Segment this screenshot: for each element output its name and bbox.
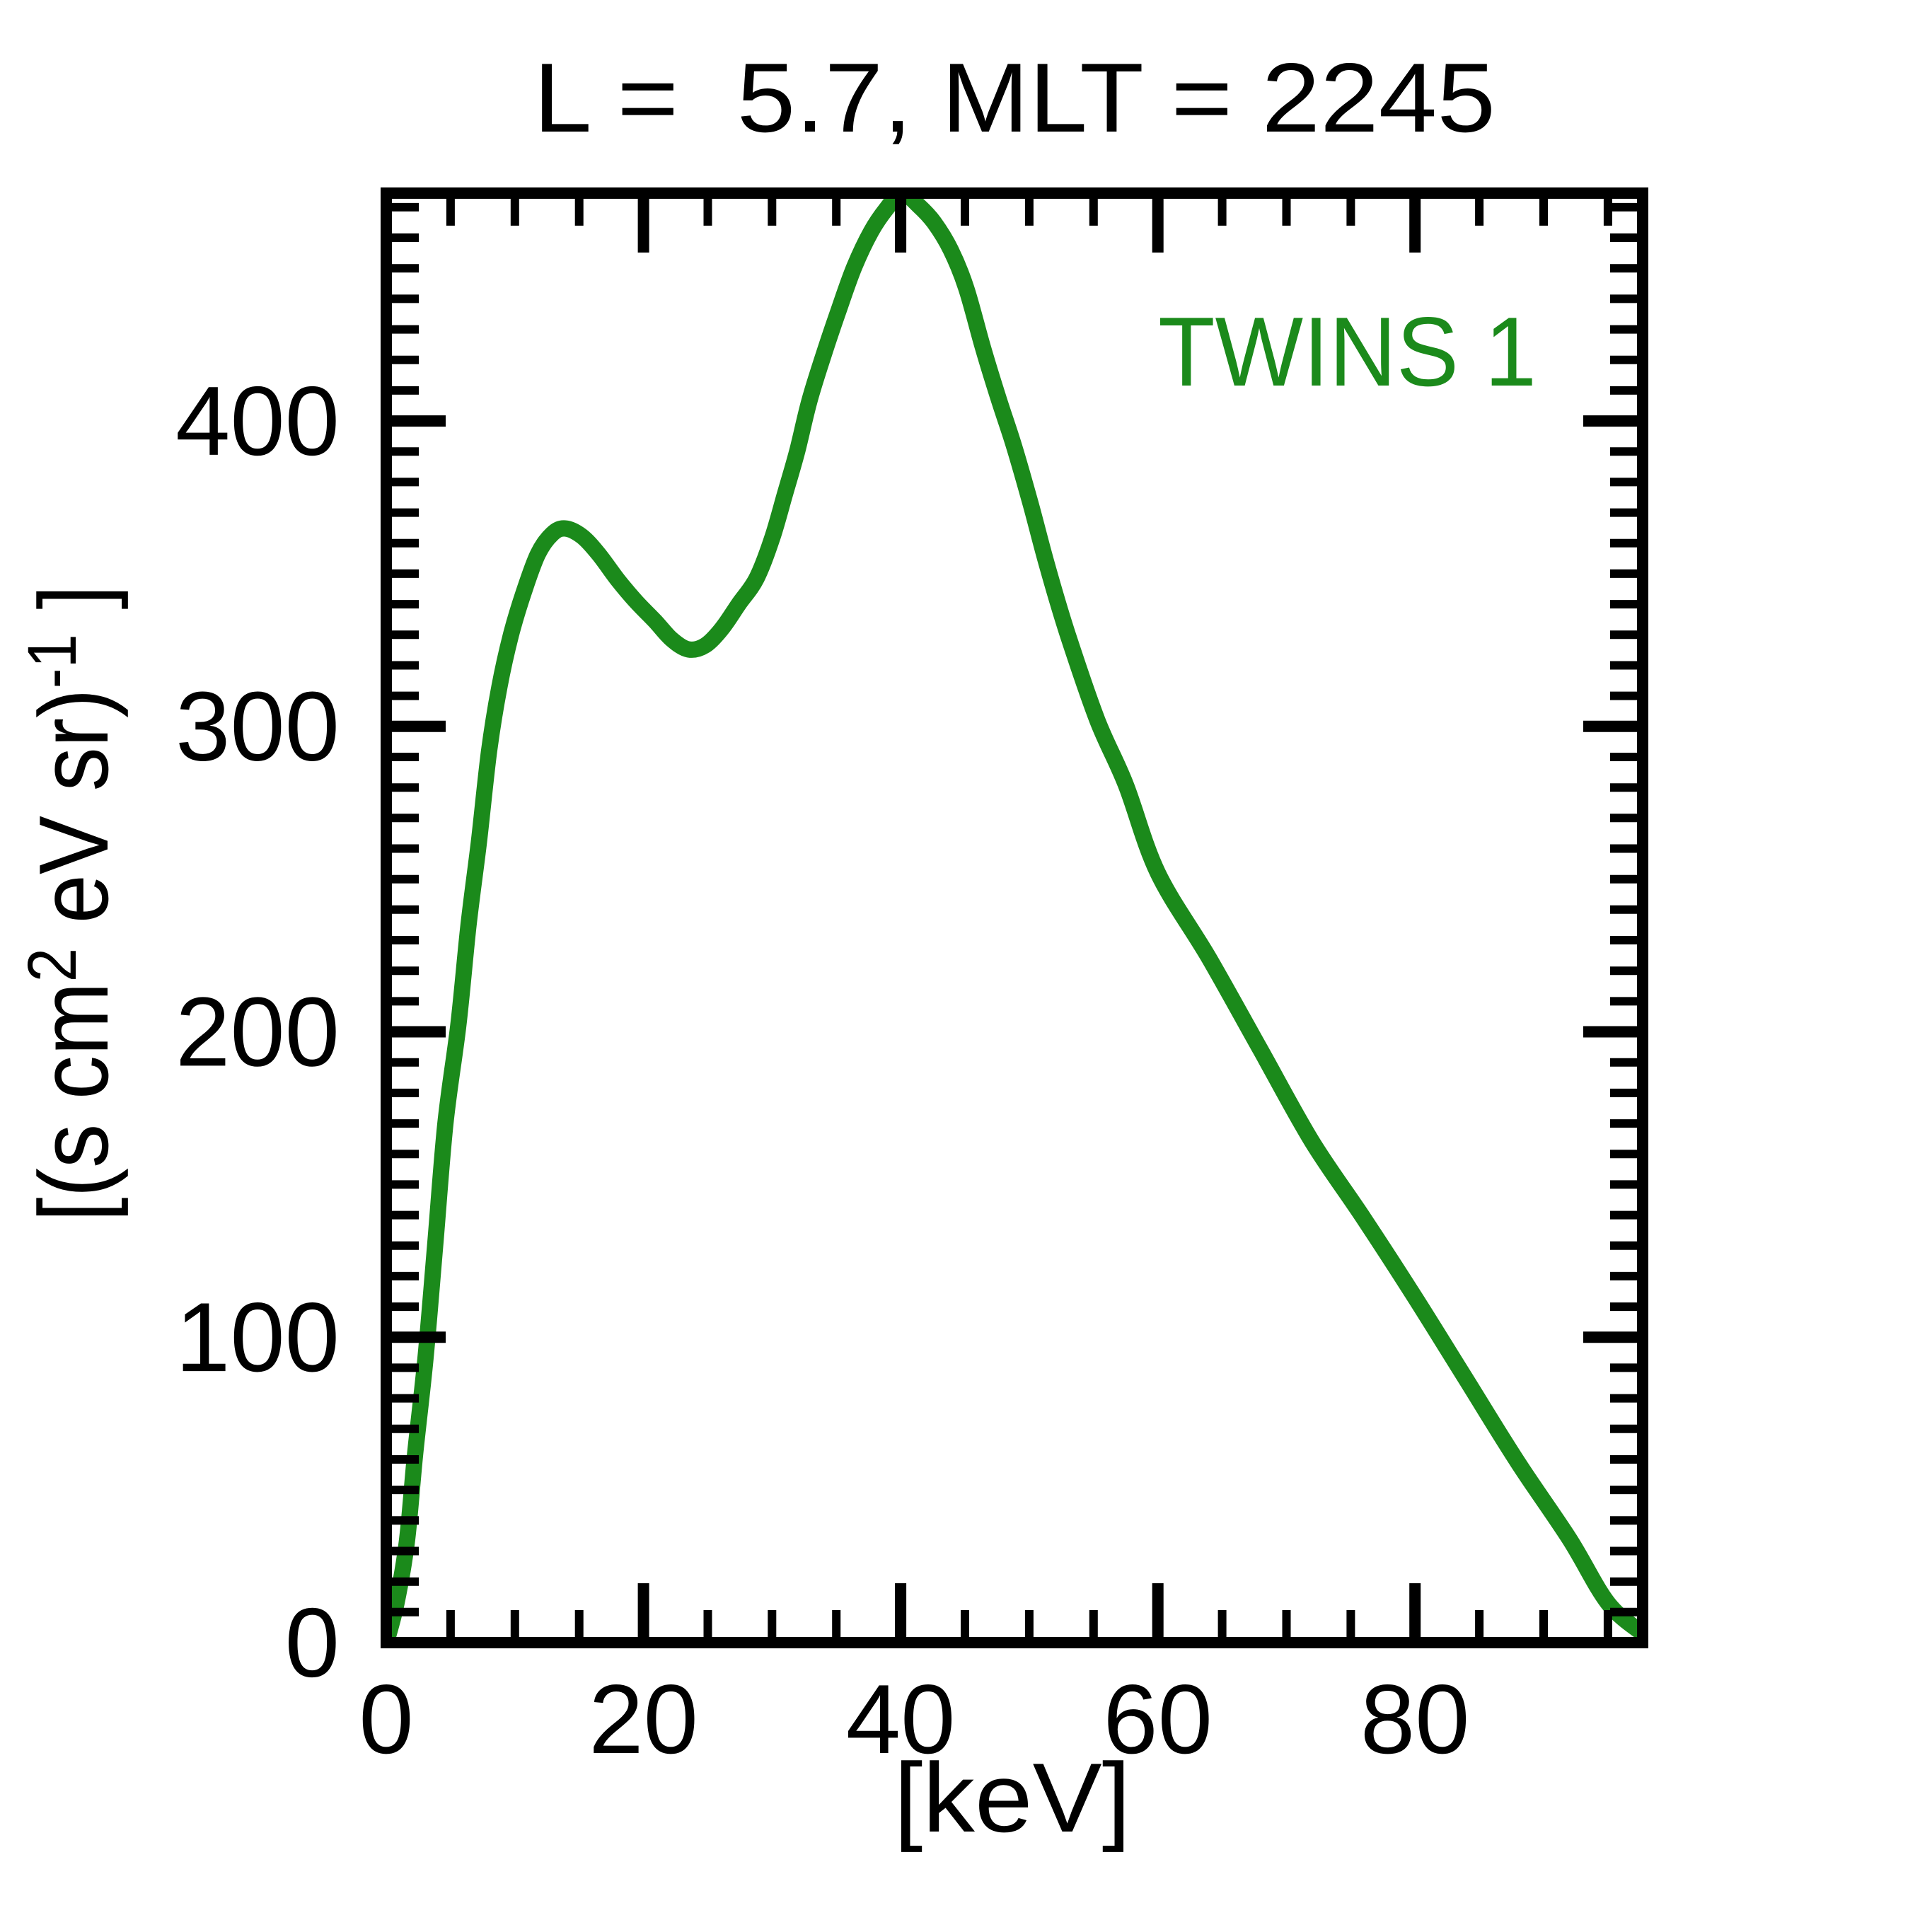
svg-text:[(s cm2 eV sr)-1 ]: [(s cm2 eV sr)-1 ] <box>13 585 129 1222</box>
svg-text:300: 300 <box>175 672 340 782</box>
svg-text:80: 80 <box>1360 1665 1470 1774</box>
svg-text:40: 40 <box>846 1665 956 1774</box>
svg-text:0: 0 <box>285 1588 340 1698</box>
svg-text:0: 0 <box>359 1665 413 1774</box>
svg-text:200: 200 <box>175 977 340 1087</box>
svg-text:20: 20 <box>589 1665 698 1774</box>
svg-text:L = 5.7, MLT = 2245: L = 5.7, MLT = 2245 <box>533 43 1496 153</box>
svg-text:100: 100 <box>175 1283 340 1392</box>
svg-text:[keV]: [keV] <box>894 1743 1131 1853</box>
svg-text:TWINS 1: TWINS 1 <box>1158 297 1537 407</box>
svg-text:400: 400 <box>175 366 340 476</box>
svg-text:60: 60 <box>1103 1665 1213 1774</box>
